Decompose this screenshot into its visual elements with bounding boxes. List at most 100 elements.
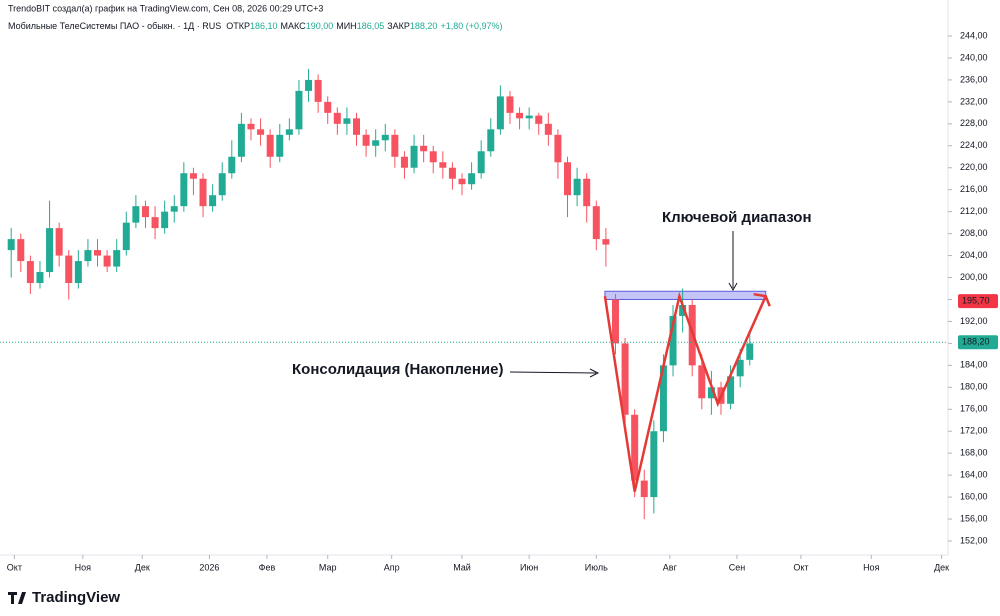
candle-body — [727, 376, 735, 404]
y-tick-label: 232,00 — [960, 96, 988, 106]
candle-body — [458, 178, 466, 185]
ohlc-label: МИН — [336, 21, 356, 31]
candle-body — [26, 261, 34, 284]
y-tick-label: 228,00 — [960, 118, 988, 128]
x-tick-label: Дек — [934, 562, 949, 572]
candle-body — [573, 178, 581, 196]
candle-body — [468, 173, 476, 185]
y-tick-label: 200,00 — [960, 272, 988, 282]
candle-body — [496, 96, 504, 130]
y-tick-label: 208,00 — [960, 228, 988, 238]
candle-body — [17, 239, 25, 262]
candle-body — [94, 250, 102, 256]
y-tick-label: 240,00 — [960, 52, 988, 62]
candle-body — [650, 431, 658, 498]
candle-body — [141, 206, 149, 218]
key-zone — [604, 290, 767, 300]
candle-body — [640, 480, 648, 498]
y-tick-label: 156,00 — [960, 513, 988, 523]
x-tick-label: Июль — [585, 562, 608, 572]
arrow — [509, 371, 597, 374]
y-tick-label: 152,00 — [960, 535, 988, 545]
candle-body — [679, 304, 687, 316]
candle-body — [707, 387, 715, 399]
candle-body — [305, 79, 313, 91]
x-tick-label: Июн — [520, 562, 538, 572]
candle-body — [516, 112, 524, 119]
pattern-line — [603, 291, 767, 492]
candle-body — [487, 129, 495, 152]
logo: TradingView — [8, 589, 120, 606]
x-tick-label: Мар — [319, 562, 337, 572]
x-tick-label: Ноя — [75, 562, 92, 572]
candle-body — [592, 206, 600, 240]
y-tick-label: 244,00 — [960, 30, 988, 40]
candle-body — [324, 101, 332, 113]
candle-body — [65, 255, 73, 284]
x-tick-label: Сен — [729, 562, 746, 572]
candle-body — [400, 156, 408, 168]
arrow-head — [728, 282, 738, 292]
ohlc-value: 188,20 — [410, 21, 438, 31]
pattern-arrow-head — [753, 292, 771, 307]
candle-body — [295, 90, 303, 130]
candle-body — [218, 173, 226, 196]
candle-body — [314, 79, 322, 102]
x-tick-label: Окт — [793, 562, 808, 572]
candle-body — [84, 250, 92, 262]
candle-body — [698, 365, 706, 399]
candle-body — [170, 206, 178, 212]
x-tick-label: 2026 — [199, 562, 219, 572]
price-tag-label: 195,70 — [962, 296, 990, 306]
logo-icon — [8, 592, 26, 604]
price-tag — [958, 294, 998, 309]
y-tick-label: 184,00 — [960, 360, 988, 370]
candle-body — [257, 129, 265, 135]
y-tick-label: 168,00 — [960, 448, 988, 458]
candle-body — [583, 178, 591, 207]
candle-body — [7, 239, 15, 251]
candle-body — [132, 206, 140, 223]
candle-body — [74, 261, 82, 284]
candle-body — [477, 151, 485, 174]
annotation: Ключевой диапазон — [662, 209, 812, 226]
y-tick-label: 236,00 — [960, 74, 988, 84]
candle-body — [55, 228, 63, 256]
candle-body — [237, 123, 245, 157]
candle-body — [180, 173, 188, 207]
candle-body — [439, 162, 447, 168]
ohlc-label: ОТКР — [226, 21, 250, 31]
candle-body — [669, 315, 677, 366]
change: +1,80 (+0,97%) — [440, 21, 502, 31]
candle-body — [420, 145, 428, 152]
y-tick-label: 224,00 — [960, 140, 988, 150]
candle-body — [736, 359, 744, 377]
candle-body — [343, 118, 351, 124]
candle-body — [659, 365, 667, 432]
candle-body — [448, 167, 456, 179]
y-tick-label: 212,00 — [960, 206, 988, 216]
y-tick-label: 176,00 — [960, 404, 988, 414]
y-tick-label: 220,00 — [960, 162, 988, 172]
y-tick-label: 164,00 — [960, 470, 988, 480]
candle-body — [247, 123, 255, 130]
x-tick-label: Фев — [259, 562, 276, 572]
y-tick-label: 172,00 — [960, 426, 988, 436]
x-tick-label: Май — [453, 562, 471, 572]
candle-body — [506, 96, 514, 113]
candle-body — [564, 162, 572, 196]
y-tick-label: 160,00 — [960, 491, 988, 501]
ohlc-value: 190,00 — [306, 21, 334, 31]
x-tick-label: Ноя — [863, 562, 880, 572]
candle-body — [161, 211, 169, 229]
candle-body — [276, 134, 284, 157]
candle-body — [103, 255, 111, 267]
price-tag — [958, 335, 998, 350]
x-tick-label: Апр — [384, 562, 400, 572]
y-tick-label: 216,00 — [960, 184, 988, 194]
candle-body — [602, 239, 610, 245]
ohlc-value: 186,05 — [357, 21, 385, 31]
candle-body — [554, 134, 562, 163]
x-tick-label: Дек — [135, 562, 150, 572]
ohlc-label: ЗАКР — [387, 21, 410, 31]
